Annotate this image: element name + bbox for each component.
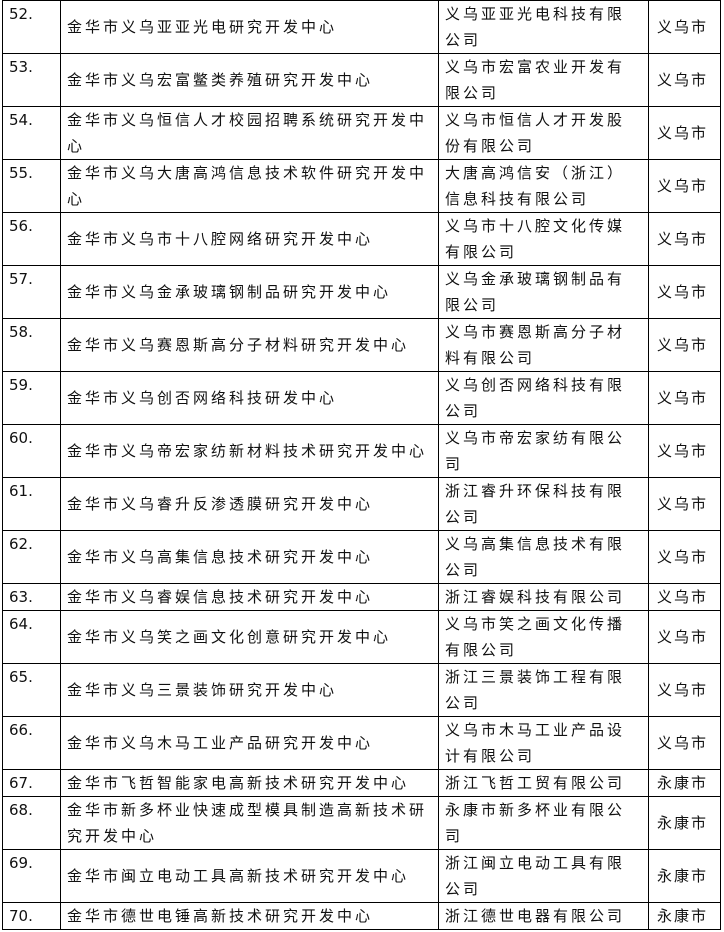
row-number: 70. (2, 902, 61, 930)
row-number: 56. (2, 212, 61, 266)
center-name: 金华市义乌高集信息技术研究开发中心 (60, 530, 439, 584)
city: 永康市 (648, 769, 721, 797)
company-name: 义乌市宏富农业开发有限公司 (438, 53, 649, 107)
company-name: 义乌高集信息技术有限公司 (438, 530, 649, 584)
table-row: 70. 金华市德世电锤高新技术研究开发中心 浙江德世电器有限公司 永康市 (2, 902, 721, 930)
city: 义乌市 (648, 477, 721, 531)
center-name: 金华市义乌大唐高鸿信息技术软件研究开发中心 (60, 159, 439, 213)
city: 义乌市 (648, 106, 721, 160)
center-name: 金华市义乌恒信人才校园招聘系统研究开发中心 (60, 106, 439, 160)
center-name: 金华市义乌创否网络科技研发中心 (60, 371, 439, 425)
city: 义乌市 (648, 159, 721, 213)
company-name: 义乌亚亚光电科技有限公司 (438, 0, 649, 54)
company-name: 义乌金承玻璃钢制品有限公司 (438, 265, 649, 319)
row-number: 65. (2, 663, 61, 717)
city: 永康市 (648, 849, 721, 903)
city: 义乌市 (648, 53, 721, 107)
city: 永康市 (648, 902, 721, 930)
city: 义乌市 (648, 0, 721, 54)
row-number: 67. (2, 769, 61, 797)
city: 义乌市 (648, 583, 721, 611)
center-name: 金华市义乌帝宏家纺新材料技术研究开发中心 (60, 424, 439, 478)
row-number: 64. (2, 610, 61, 664)
table-row: 67. 金华市飞哲智能家电高新技术研究开发中心 浙江飞哲工贸有限公司 永康市 (2, 769, 721, 797)
table-row: 66. 金华市义乌木马工业产品研究开发中心 义乌市木马工业产品设计有限公司 义乌市 (2, 716, 721, 770)
company-name: 义乌创否网络科技有限公司 (438, 371, 649, 425)
row-number: 61. (2, 477, 61, 531)
center-name: 金华市义乌笑之画文化创意研究开发中心 (60, 610, 439, 664)
city: 义乌市 (648, 663, 721, 717)
company-name: 浙江三景装饰工程有限公司 (438, 663, 649, 717)
city: 义乌市 (648, 424, 721, 478)
table-row: 69. 金华市闽立电动工具高新技术研究开发中心 浙江闽立电动工具有限公司 永康市 (2, 849, 721, 903)
company-name: 浙江飞哲工贸有限公司 (438, 769, 649, 797)
table-row: 55. 金华市义乌大唐高鸿信息技术软件研究开发中心 大唐高鸿信安（浙江）信息科技有限… (2, 159, 721, 213)
center-name: 金华市义乌睿娱信息技术研究开发中心 (60, 583, 439, 611)
company-name: 浙江闽立电动工具有限公司 (438, 849, 649, 903)
center-name: 金华市飞哲智能家电高新技术研究开发中心 (60, 769, 439, 797)
table-row: 57. 金华市义乌金承玻璃钢制品研究开发中心 义乌金承玻璃钢制品有限公司 义乌市 (2, 265, 721, 319)
table-row: 61. 金华市义乌睿升反渗透膜研究开发中心 浙江睿升环保科技有限公司 义乌市 (2, 477, 721, 531)
center-name: 金华市义乌市十八腔网络研究开发中心 (60, 212, 439, 266)
row-number: 57. (2, 265, 61, 319)
row-number: 69. (2, 849, 61, 903)
row-number: 59. (2, 371, 61, 425)
company-name: 浙江睿娱科技有限公司 (438, 583, 649, 611)
center-name: 金华市义乌金承玻璃钢制品研究开发中心 (60, 265, 439, 319)
city: 永康市 (648, 796, 721, 850)
city: 义乌市 (648, 212, 721, 266)
table-row: 64. 金华市义乌笑之画文化创意研究开发中心 义乌市笑之画文化传播有限公司 义乌市 (2, 610, 721, 664)
row-number: 60. (2, 424, 61, 478)
center-name: 金华市义乌木马工业产品研究开发中心 (60, 716, 439, 770)
center-name: 金华市义乌赛恩斯高分子材料研究开发中心 (60, 318, 439, 372)
city: 义乌市 (648, 371, 721, 425)
company-name: 浙江睿升环保科技有限公司 (438, 477, 649, 531)
row-number: 62. (2, 530, 61, 584)
center-name: 金华市义乌宏富鳖类养殖研究开发中心 (60, 53, 439, 107)
table-row: 54. 金华市义乌恒信人才校园招聘系统研究开发中心 义乌市恒信人才开发股份有限公司义… (2, 106, 721, 160)
center-name: 金华市德世电锤高新技术研究开发中心 (60, 902, 439, 930)
city: 义乌市 (648, 716, 721, 770)
city: 义乌市 (648, 610, 721, 664)
table-row: 53. 金华市义乌宏富鳖类养殖研究开发中心 义乌市宏富农业开发有限公司 义乌市 (2, 53, 721, 107)
table-row: 52. 金华市义乌亚亚光电研究开发中心 义乌亚亚光电科技有限公司 义乌市 (2, 0, 721, 54)
center-name: 金华市义乌三景装饰研究开发中心 (60, 663, 439, 717)
company-name: 浙江德世电器有限公司 (438, 902, 649, 930)
row-number: 68. (2, 796, 61, 850)
company-name: 义乌市恒信人才开发股份有限公司 (438, 106, 649, 160)
company-name: 永康市新多杯业有限公司 (438, 796, 649, 850)
company-name: 义乌市十八腔文化传媒有限公司 (438, 212, 649, 266)
row-number: 52. (2, 0, 61, 54)
center-name: 金华市义乌亚亚光电研究开发中心 (60, 0, 439, 54)
center-name: 金华市新多杯业快速成型模具制造高新技术研究开发中心 (60, 796, 439, 850)
company-name: 义乌市木马工业产品设计有限公司 (438, 716, 649, 770)
table-row: 65. 金华市义乌三景装饰研究开发中心 浙江三景装饰工程有限公司 义乌市 (2, 663, 721, 717)
table-row: 60. 金华市义乌帝宏家纺新材料技术研究开发中心 义乌市帝宏家纺有限公司 义乌市 (2, 424, 721, 478)
row-number: 55. (2, 159, 61, 213)
center-name: 金华市闽立电动工具高新技术研究开发中心 (60, 849, 439, 903)
table-row: 68. 金华市新多杯业快速成型模具制造高新技术研究开发中心 永康市新多杯业有限公司永… (2, 796, 721, 850)
city: 义乌市 (648, 318, 721, 372)
row-number: 58. (2, 318, 61, 372)
table-row: 59. 金华市义乌创否网络科技研发中心 义乌创否网络科技有限公司 义乌市 (2, 371, 721, 425)
company-name: 义乌市赛恩斯高分子材料有限公司 (438, 318, 649, 372)
company-name: 义乌市笑之画文化传播有限公司 (438, 610, 649, 664)
company-name: 大唐高鸿信安（浙江）信息科技有限公司 (438, 159, 649, 213)
row-number: 66. (2, 716, 61, 770)
row-number: 54. (2, 106, 61, 160)
table-row: 62. 金华市义乌高集信息技术研究开发中心 义乌高集信息技术有限公司 义乌市 (2, 530, 721, 584)
table-row: 58. 金华市义乌赛恩斯高分子材料研究开发中心 义乌市赛恩斯高分子材料有限公司 义乌市 (2, 318, 721, 372)
city: 义乌市 (648, 530, 721, 584)
table-row: 63. 金华市义乌睿娱信息技术研究开发中心 浙江睿娱科技有限公司 义乌市 (2, 583, 721, 611)
center-name: 金华市义乌睿升反渗透膜研究开发中心 (60, 477, 439, 531)
row-number: 53. (2, 53, 61, 107)
company-name: 义乌市帝宏家纺有限公司 (438, 424, 649, 478)
table-row: 56. 金华市义乌市十八腔网络研究开发中心 义乌市十八腔文化传媒有限公司 义乌市 (2, 212, 721, 266)
city: 义乌市 (648, 265, 721, 319)
row-number: 63. (2, 583, 61, 611)
